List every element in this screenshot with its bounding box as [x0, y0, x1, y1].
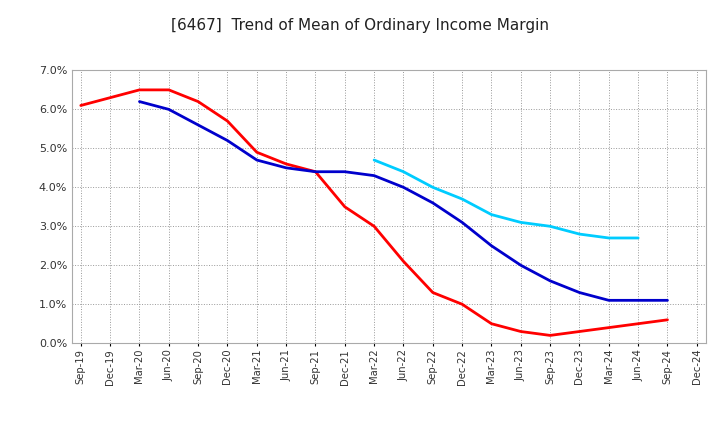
Text: [6467]  Trend of Mean of Ordinary Income Margin: [6467] Trend of Mean of Ordinary Income … — [171, 18, 549, 33]
